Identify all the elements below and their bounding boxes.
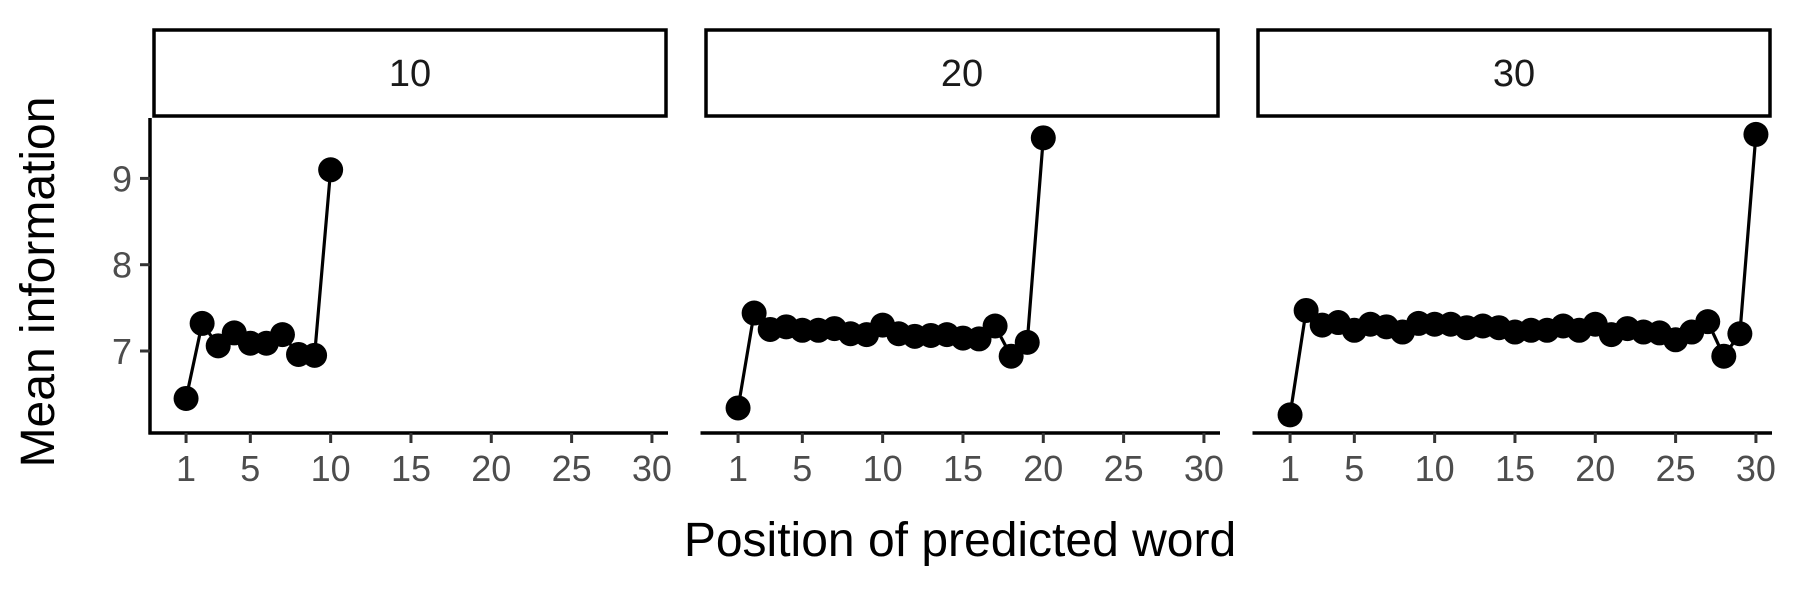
x-tick-label: 5	[792, 448, 812, 489]
data-point	[1277, 402, 1303, 428]
x-tick-label: 30	[632, 448, 672, 489]
data-point	[302, 342, 328, 368]
data-point	[1695, 309, 1721, 335]
data-point	[1711, 343, 1737, 369]
x-tick-label: 15	[943, 448, 983, 489]
data-point	[1743, 121, 1769, 147]
x-tick-label: 1	[728, 448, 748, 489]
data-point	[173, 385, 199, 411]
facet-strip-label: 30	[1493, 53, 1535, 95]
data-point	[982, 313, 1008, 339]
x-tick-label: 25	[552, 448, 592, 489]
x-tick-label: 1	[1280, 448, 1300, 489]
x-tick-label: 1	[176, 448, 196, 489]
x-tick-label: 10	[311, 448, 351, 489]
x-tick-label: 10	[1415, 448, 1455, 489]
x-tick-label: 10	[863, 448, 903, 489]
x-tick-label: 20	[1023, 448, 1063, 489]
x-tick-label: 25	[1104, 448, 1144, 489]
data-point	[1014, 329, 1040, 355]
data-point	[318, 157, 344, 183]
x-tick-label: 20	[1575, 448, 1615, 489]
facet-strip	[704, 28, 1220, 118]
data-point	[741, 300, 767, 326]
x-tick-label: 30	[1184, 448, 1224, 489]
x-tick-label: 20	[471, 448, 511, 489]
y-axis-title: Mean information	[12, 97, 65, 468]
y-tick-label: 9	[112, 158, 132, 199]
x-tick-label: 5	[240, 448, 260, 489]
x-tick-label: 30	[1736, 448, 1776, 489]
x-tick-label: 5	[1344, 448, 1364, 489]
facet-panel-30: 301 5 10 15 20 25 30	[1252, 28, 1776, 489]
x-axis-title: Position of predicted word	[684, 514, 1236, 567]
data-point	[269, 322, 295, 348]
data-point	[1293, 297, 1319, 323]
x-tick-label: 25	[1656, 448, 1696, 489]
facet-panel-10: 101 5 10 15 20 25 30	[148, 28, 672, 489]
data-point	[725, 395, 751, 421]
facet-strip	[152, 28, 668, 118]
y-tick-label: 7	[112, 331, 132, 372]
facet-strip-label: 10	[389, 53, 431, 95]
y-axis: 7 8 9	[112, 118, 152, 435]
series-line	[1288, 134, 1758, 416]
data-point	[1030, 125, 1056, 151]
series-line	[736, 137, 1045, 409]
data-point	[189, 310, 215, 336]
y-tick-label: 8	[112, 245, 132, 286]
facet-strip-label: 20	[941, 53, 983, 95]
facet-panel-20: 201 5 10 15 20 25 30	[700, 28, 1224, 489]
facet-strip	[1256, 28, 1772, 118]
data-point	[1727, 321, 1753, 347]
x-tick-label: 15	[391, 448, 431, 489]
x-tick-label: 15	[1495, 448, 1535, 489]
